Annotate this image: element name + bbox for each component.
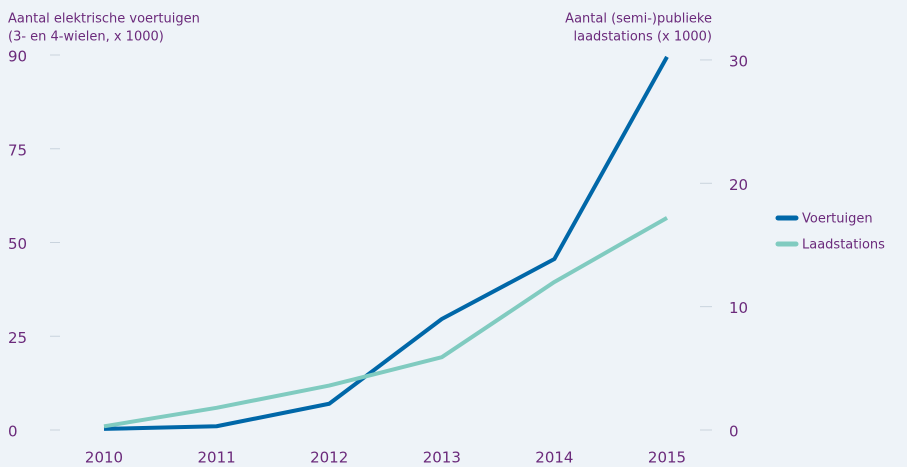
y-tick-label: 50 [8,235,27,253]
x-tick-label: 2014 [535,449,573,467]
x-tick-label: 2013 [423,449,461,467]
y2-tick-label: 30 [729,52,748,70]
y-tick-label: 25 [8,329,27,347]
y-tick-label: 90 [8,48,27,66]
legend-label: Voertuigen [802,212,873,227]
y-tick-label: 0 [8,423,18,441]
y-tick-label: 75 [8,141,27,159]
series-line [103,216,668,429]
legend-label: Laadstations [802,238,885,253]
x-tick-label: 2015 [648,449,686,467]
y2-tick-label: 20 [729,176,748,194]
x-tick-label: 2010 [85,449,123,467]
series-line [103,55,669,431]
y-axis-label: Aantal elektrische voertuigen [8,12,200,27]
y-axis-label: (3- en 4-wielen, x 1000) [8,30,164,45]
y2-tick-label: 0 [729,423,739,441]
x-tick-label: 2011 [198,449,236,467]
y2-axis-label: laadstations (x 1000) [574,30,713,45]
x-tick-label: 2012 [310,449,348,467]
y2-tick-label: 10 [729,299,748,317]
y2-axis-label: Aantal (semi-)publieke [565,12,712,27]
